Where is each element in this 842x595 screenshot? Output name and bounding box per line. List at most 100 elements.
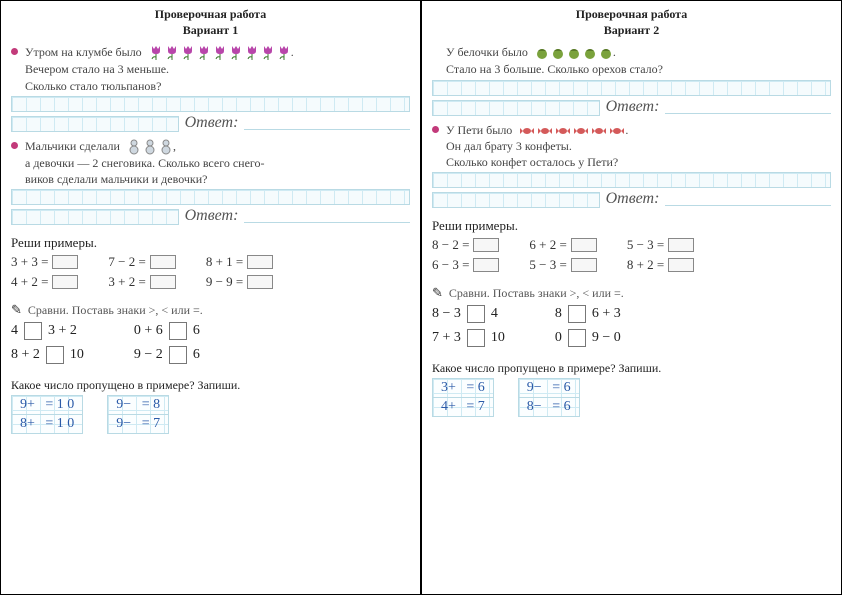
compare-row: 7 + 310	[432, 329, 505, 347]
compare-left: 4	[11, 323, 18, 339]
compare-box[interactable]	[568, 329, 586, 347]
answer-strip[interactable]	[11, 209, 179, 225]
task2-text2: а девочки — 2 снеговика. Сколько всего с…	[25, 156, 265, 170]
task1-text2: Стало на 3 больше. Сколько орехов стало?	[446, 62, 663, 76]
missing-cell[interactable]: 8− = 6	[519, 398, 579, 416]
tulip-icon	[165, 45, 179, 61]
nut-icon	[567, 45, 581, 61]
variant-2: Проверочная работа Вариант 2 У белочки б…	[421, 0, 842, 595]
answer-strip[interactable]	[432, 192, 600, 208]
example-expr: 9 − 9 =	[206, 274, 243, 290]
example-row: 9 − 9 =	[206, 274, 273, 290]
answer-line[interactable]	[665, 192, 831, 206]
answer-box[interactable]	[247, 255, 273, 269]
example-row: 6 − 3 =	[432, 257, 499, 273]
compare-right: 6	[193, 323, 200, 339]
missing-column: 9− = 68− = 6	[518, 378, 580, 417]
answer-box[interactable]	[571, 238, 597, 252]
compare-left: 0	[555, 330, 562, 346]
example-column: 3 + 3 =4 + 2 =	[11, 254, 78, 290]
compare-box[interactable]	[169, 322, 187, 340]
example-column: 6 + 2 =5 − 3 =	[529, 237, 596, 273]
task1-text3: Сколько стало тюльпанов?	[25, 79, 161, 93]
missing-cell[interactable]: 4+ = 7	[433, 398, 493, 416]
answer-label: Ответ:	[606, 98, 660, 116]
answer-box[interactable]	[150, 255, 176, 269]
missing-cell[interactable]: 9− = 6	[519, 379, 579, 398]
examples-block: 8 − 2 =6 − 3 =6 + 2 =5 − 3 =5 − 3 =8 + 2…	[432, 237, 831, 273]
example-expr: 8 + 2 =	[627, 257, 664, 273]
title: Проверочная работа	[432, 7, 831, 23]
example-column: 8 − 2 =6 − 3 =	[432, 237, 499, 273]
task1-text2: Вечером стало на 3 меньше.	[25, 62, 169, 76]
missing-cell[interactable]: 9− = 7	[108, 415, 168, 433]
example-row: 3 + 3 =	[11, 254, 78, 270]
example-row: 7 − 2 =	[108, 254, 175, 270]
missing-column: 3+ = 64+ = 7	[432, 378, 494, 417]
task2-text1: Мальчики сделали	[25, 139, 120, 153]
compare-box[interactable]	[568, 305, 586, 323]
example-row: 5 − 3 =	[529, 257, 596, 273]
compare-box[interactable]	[24, 322, 42, 340]
tulip-icon	[149, 45, 163, 61]
answer-row-2: Ответ:	[432, 190, 831, 208]
compare-right: 10	[70, 347, 84, 363]
work-strip[interactable]	[11, 189, 410, 205]
answer-box[interactable]	[150, 275, 176, 289]
missing-cell[interactable]: 9+ = 1 0	[12, 396, 82, 415]
nut-icon	[535, 45, 549, 61]
example-expr: 3 + 3 =	[11, 254, 48, 270]
task-1: У белочки было . Стало на 3 больше. Скол…	[432, 44, 831, 77]
compare-right: 4	[491, 306, 498, 322]
example-expr: 6 − 3 =	[432, 257, 469, 273]
work-strip[interactable]	[11, 96, 410, 112]
missing-cell[interactable]: 3+ = 6	[433, 379, 493, 398]
candy-icon	[555, 125, 571, 137]
compare-title: Сравни. Поставь знаки >, < или =.	[449, 286, 624, 301]
snowman-icon	[159, 139, 173, 155]
compare-box[interactable]	[169, 346, 187, 364]
work-strip[interactable]	[432, 172, 831, 188]
answer-strip[interactable]	[11, 116, 179, 132]
example-column: 5 − 3 = 8 + 2 =	[627, 237, 694, 273]
task1-text1: Утром на клумбе было	[25, 45, 142, 59]
tulip-icon	[181, 45, 195, 61]
compare-box[interactable]	[467, 329, 485, 347]
missing-title: Какое число пропущено в примере? Запиши.	[432, 361, 831, 376]
missing-cell[interactable]: 8+ = 1 0	[12, 415, 82, 433]
compare-block: 43 + 28 + 2100 + 669 − 26	[11, 322, 410, 364]
answer-line[interactable]	[244, 116, 410, 130]
compare-box[interactable]	[46, 346, 64, 364]
task1-text1: У белочки было	[446, 45, 528, 59]
task-2: Мальчики сделали , а девочки — 2 снегови…	[11, 138, 410, 188]
answer-line[interactable]	[244, 209, 410, 223]
answer-box[interactable]	[52, 255, 78, 269]
answer-box[interactable]	[668, 238, 694, 252]
header: Проверочная работа Вариант 1	[11, 7, 410, 38]
compare-box[interactable]	[467, 305, 485, 323]
missing-cell[interactable]: 9− = 8	[108, 396, 168, 415]
candy-icon	[609, 125, 625, 137]
work-strip[interactable]	[432, 80, 831, 96]
answer-row-1: Ответ:	[11, 114, 410, 132]
compare-right: 6 + 3	[592, 306, 621, 322]
compare-left: 9 − 2	[134, 347, 163, 363]
answer-box[interactable]	[668, 258, 694, 272]
subtitle: Вариант 1	[11, 23, 410, 39]
example-expr: 5 − 3 =	[627, 237, 664, 253]
compare-header: ✎ Сравни. Поставь знаки >, < или =.	[432, 285, 831, 301]
answer-box[interactable]	[571, 258, 597, 272]
answer-line[interactable]	[665, 100, 831, 114]
answer-box[interactable]	[473, 238, 499, 252]
subtitle: Вариант 2	[432, 23, 831, 39]
answer-strip[interactable]	[432, 100, 600, 116]
nut-icon	[599, 45, 613, 61]
answer-box[interactable]	[247, 275, 273, 289]
missing-title: Какое число пропущено в примере? Запиши.	[11, 378, 410, 393]
answer-box[interactable]	[473, 258, 499, 272]
answer-label: Ответ:	[606, 190, 660, 208]
title: Проверочная работа	[11, 7, 410, 23]
answer-box[interactable]	[52, 275, 78, 289]
compare-column: 86 + 309 − 0	[555, 305, 621, 347]
task2-text3: виков сделали мальчики и девочки?	[25, 172, 208, 186]
